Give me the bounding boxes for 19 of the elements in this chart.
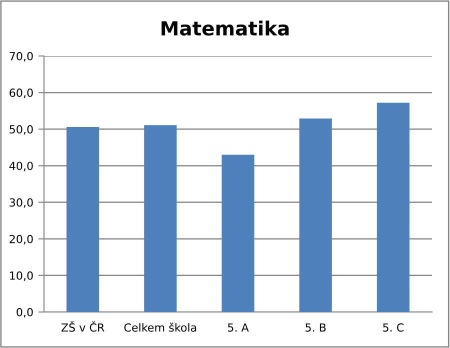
bar [144, 125, 177, 312]
bar [66, 126, 100, 312]
y-tick-label: 40,0 [9, 162, 33, 172]
bar [222, 154, 254, 312]
x-tick-label: 5. A [228, 323, 249, 332]
x-tick-label: 5. C [383, 323, 404, 332]
y-tick-label: 50,0 [10, 125, 33, 135]
x-tick-label: 5. B [306, 323, 326, 332]
bar [376, 102, 410, 312]
x-tick-label: Celkem škola [124, 322, 196, 332]
x-tick-label: ZŠ v ČR [61, 321, 104, 332]
y-tick-label: 0,0 [16, 308, 33, 318]
chart-title: Matematika [162, 20, 289, 36]
bar [299, 118, 332, 312]
y-tick-label: 20,0 [10, 234, 33, 244]
y-tick-label: 70,0 [10, 52, 33, 62]
y-tick-label: 30,0 [10, 198, 33, 208]
y-tick-label: 60,0 [10, 88, 33, 98]
y-tick-label: 10,0 [10, 271, 33, 281]
